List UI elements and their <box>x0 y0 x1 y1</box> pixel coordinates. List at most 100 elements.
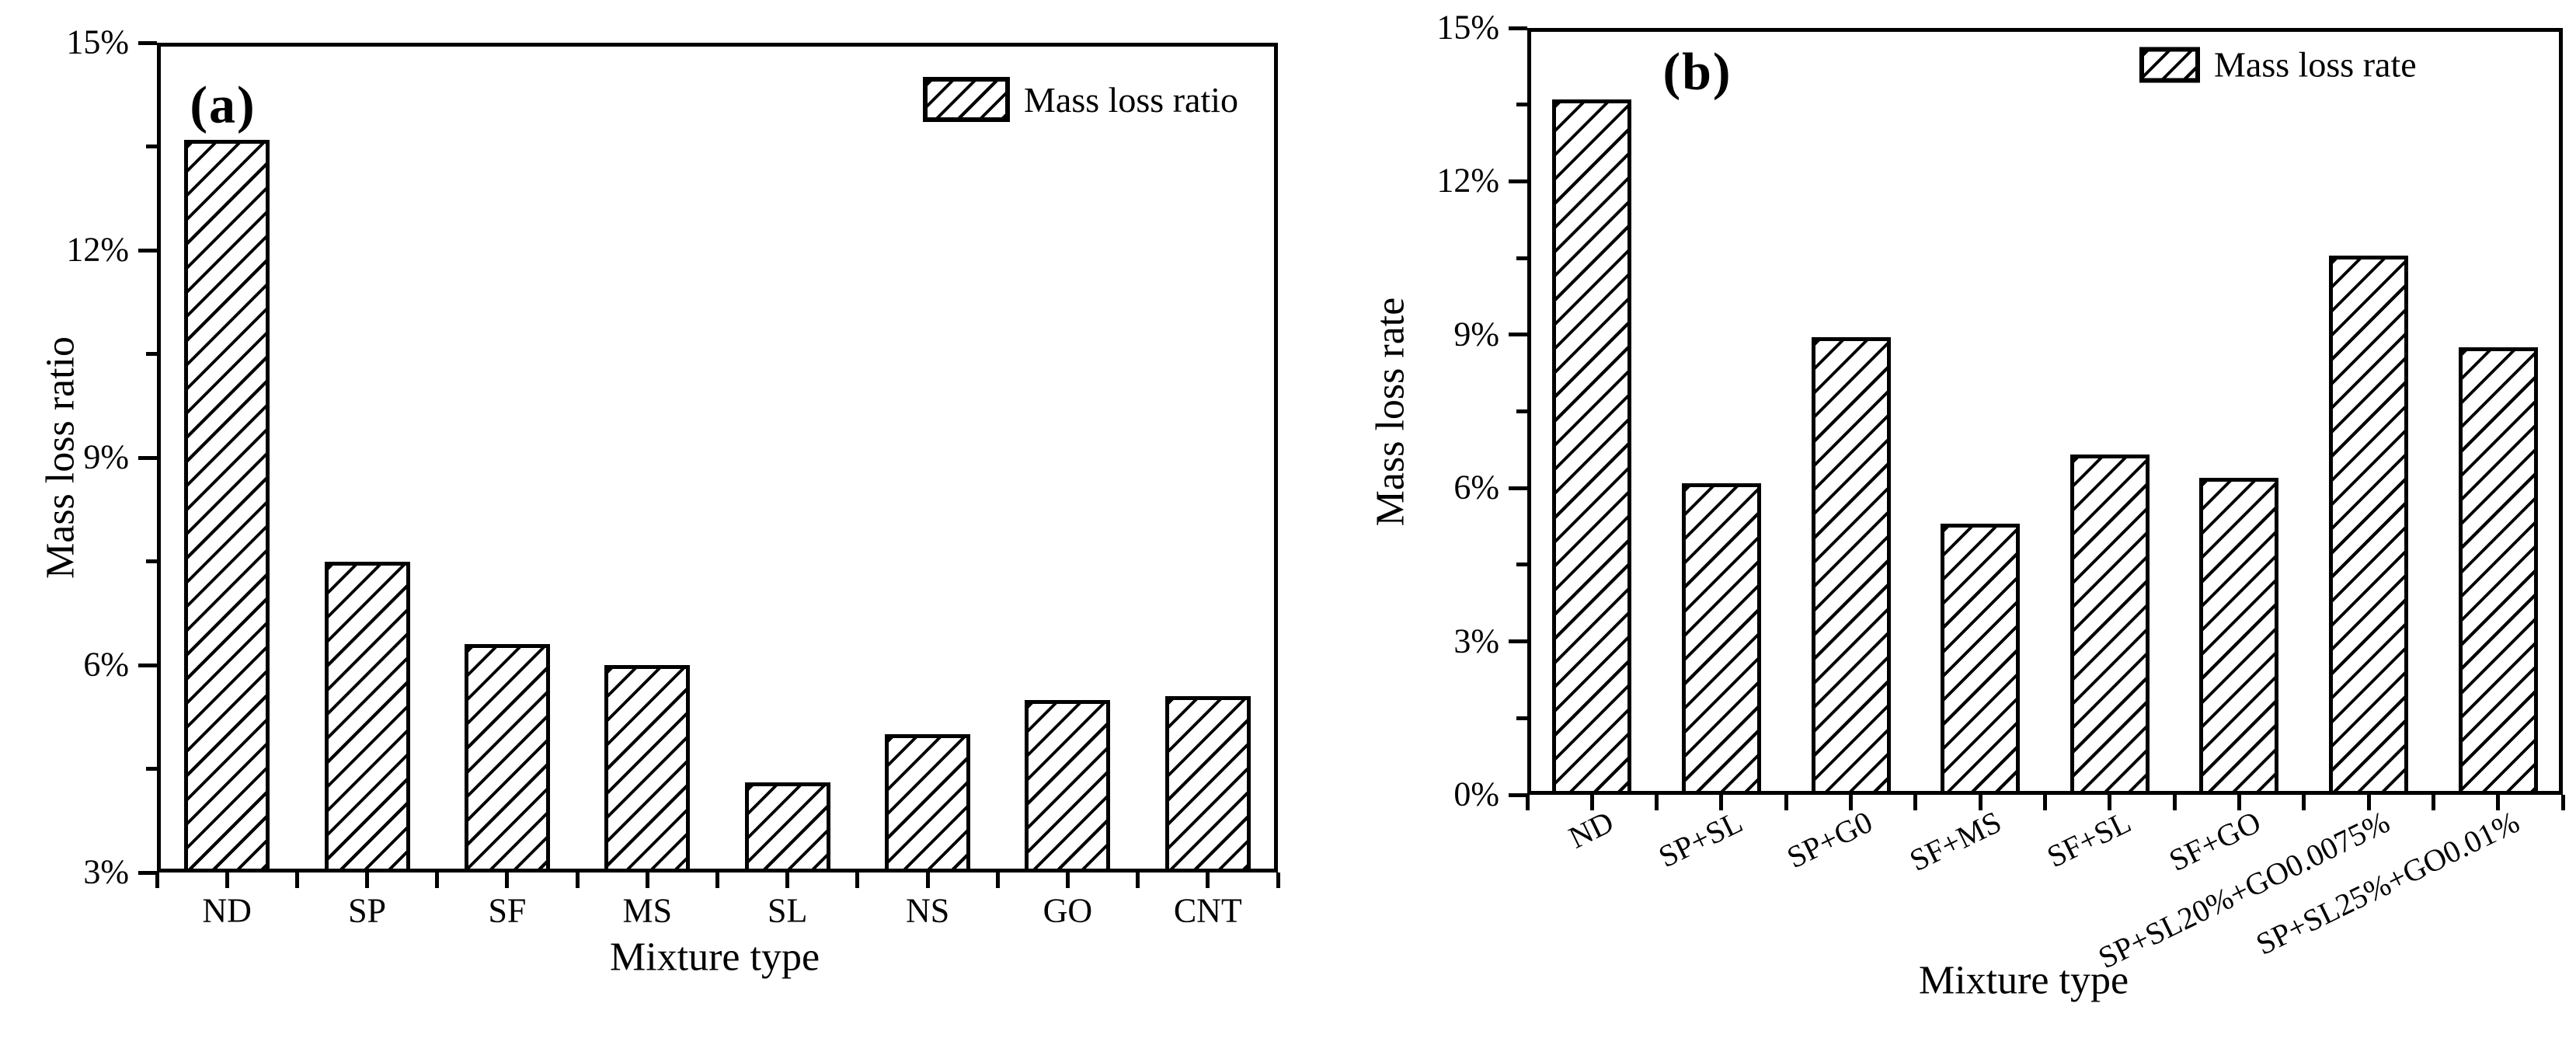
y-minor-tick <box>1516 716 1527 720</box>
x-tick <box>155 873 159 888</box>
y-tick-label: 3% <box>1453 622 1499 660</box>
x-tick <box>2108 795 2112 810</box>
y-major-tick <box>138 40 157 45</box>
y-tick-label: 12% <box>1436 161 1499 200</box>
y-tick-label: 12% <box>66 230 129 269</box>
bar <box>324 561 410 873</box>
x-category-label: SF+SL <box>2042 803 2136 875</box>
bar <box>2458 347 2538 795</box>
x-tick <box>1849 795 1854 810</box>
x-category-label: NS <box>905 891 950 930</box>
bar <box>1681 482 1761 795</box>
x-tick <box>435 873 440 888</box>
bar <box>184 139 270 873</box>
x-tick <box>575 873 580 888</box>
panel-label-b: (b) <box>1662 41 1732 101</box>
y-major-tick <box>138 663 157 667</box>
x-tick <box>1136 873 1140 888</box>
x-category-label: ND <box>202 891 252 930</box>
y-tick-label: 15% <box>66 23 129 61</box>
y-tick-label: 3% <box>83 852 129 891</box>
y-tick-label: 6% <box>1453 468 1499 507</box>
x-tick <box>1913 795 1918 810</box>
bar <box>1811 337 1891 795</box>
x-tick <box>925 873 930 888</box>
x-tick <box>2560 795 2565 810</box>
y-minor-tick <box>146 352 157 356</box>
x-tick <box>2172 795 2177 810</box>
x-tick <box>715 873 719 888</box>
x-tick <box>2431 795 2435 810</box>
y-minor-tick <box>146 145 157 148</box>
legend-label-b: Mass loss rate <box>2214 44 2417 85</box>
x-category-label: SF <box>488 891 527 930</box>
x-tick <box>645 873 649 888</box>
bar <box>2199 478 2279 795</box>
y-major-tick <box>138 455 157 460</box>
bar <box>885 734 971 873</box>
bar <box>1552 99 1632 795</box>
x-tick <box>1276 873 1280 888</box>
y-major-tick <box>1509 179 1527 183</box>
bar <box>1164 696 1251 873</box>
x-tick <box>2043 795 2047 810</box>
legend-label-a: Mass loss ratio <box>1024 79 1238 120</box>
x-category-label: SP+G0 <box>1781 803 1878 876</box>
x-tick <box>505 873 510 888</box>
x-category-label: MS <box>622 891 673 930</box>
x-tick <box>1525 795 1530 810</box>
bar <box>604 665 691 873</box>
x-tick <box>855 873 860 888</box>
bar <box>464 644 550 873</box>
x-category-label: SP <box>348 891 387 930</box>
x-axis-title-a: Mixture type <box>609 935 820 980</box>
y-major-tick <box>1509 639 1527 644</box>
x-category-label: SF+MS <box>1904 803 2007 879</box>
bar <box>1941 524 2021 795</box>
x-tick <box>1206 873 1210 888</box>
x-tick <box>1978 795 1982 810</box>
x-tick <box>365 873 370 888</box>
x-tick <box>1065 873 1070 888</box>
x-category-label: CNT <box>1173 891 1242 930</box>
x-axis-title-b: Mixture type <box>1918 958 2129 1003</box>
y-tick-label: 0% <box>1453 775 1499 813</box>
y-major-tick <box>1509 792 1527 797</box>
y-axis-title-a: Mass loss ratio <box>38 336 83 579</box>
bar <box>1025 699 1111 873</box>
y-major-tick <box>138 870 157 875</box>
x-tick <box>294 873 299 888</box>
x-tick <box>1784 795 1788 810</box>
x-tick <box>2496 795 2501 810</box>
y-minor-tick <box>146 767 157 771</box>
y-minor-tick <box>1516 409 1527 413</box>
y-tick-label: 9% <box>83 437 129 476</box>
y-major-tick <box>1509 333 1527 337</box>
panel-label-a: (a) <box>190 75 256 134</box>
x-tick <box>1655 795 1659 810</box>
y-major-tick <box>1509 26 1527 30</box>
legend-a: Mass loss ratio <box>923 77 1238 122</box>
y-minor-tick <box>1516 563 1527 567</box>
bar <box>2070 455 2150 795</box>
y-minor-tick <box>1516 103 1527 107</box>
y-axis-title-b: Mass loss rate <box>1368 297 1413 527</box>
x-tick <box>2366 795 2371 810</box>
y-minor-tick <box>1516 256 1527 260</box>
x-tick <box>2237 795 2241 810</box>
x-category-label: SP+SL <box>1653 803 1749 875</box>
x-tick <box>1589 795 1594 810</box>
y-major-tick <box>138 248 157 253</box>
bar <box>744 782 830 873</box>
bar <box>2329 255 2409 795</box>
y-tick-label: 9% <box>1453 315 1499 354</box>
x-category-label: SL <box>768 891 808 930</box>
y-major-tick <box>1509 486 1527 490</box>
x-tick <box>1719 795 1724 810</box>
x-tick <box>225 873 229 888</box>
x-tick <box>2302 795 2306 810</box>
x-tick <box>785 873 790 888</box>
legend-hatch-swatch-b <box>2139 47 2200 82</box>
legend-b: Mass loss rate <box>2139 44 2417 85</box>
